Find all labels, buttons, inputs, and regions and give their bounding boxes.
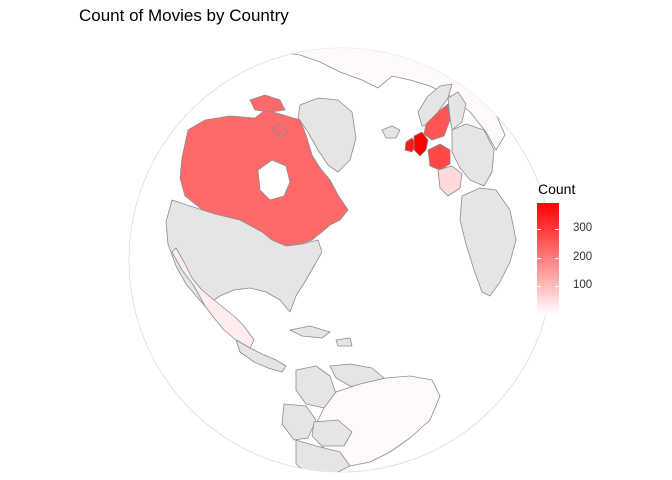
region-finland bbox=[447, 91, 467, 131]
legend-tick-mark bbox=[537, 258, 541, 259]
legend-title: Count bbox=[538, 181, 576, 197]
region-iceland bbox=[381, 125, 401, 139]
region-mexico bbox=[171, 247, 255, 349]
legend-tick-mark bbox=[537, 229, 541, 230]
region-arctic-islands-2 bbox=[271, 123, 289, 139]
legend-tick-label: 200 bbox=[573, 250, 593, 263]
legend-tick-mark bbox=[555, 258, 559, 259]
legend-tick-mark bbox=[555, 229, 559, 230]
legend-tick-label: 100 bbox=[573, 279, 593, 292]
region-cuba bbox=[289, 325, 331, 339]
region-europe-east bbox=[451, 123, 495, 187]
legend-tick-mark bbox=[555, 286, 559, 287]
region-caribbean bbox=[335, 337, 353, 347]
legend-colorbar bbox=[537, 203, 559, 315]
region-bolivia bbox=[311, 419, 353, 447]
region-greenland bbox=[297, 97, 357, 173]
region-peru bbox=[281, 403, 317, 441]
region-united-kingdom bbox=[413, 131, 429, 157]
region-france bbox=[427, 143, 451, 171]
region-arctic-islands bbox=[249, 94, 286, 113]
legend-tick-mark bbox=[537, 286, 541, 287]
chart-title: Count of Movies by Country bbox=[79, 6, 289, 25]
legend-tick-label: 300 bbox=[573, 221, 593, 234]
region-africa bbox=[459, 187, 517, 297]
region-central-america bbox=[235, 339, 287, 373]
region-spain bbox=[437, 165, 463, 197]
region-united-states bbox=[165, 199, 323, 313]
region-sweden bbox=[423, 103, 451, 141]
region-southern-cone bbox=[295, 439, 351, 472]
hudson-bay bbox=[257, 159, 291, 201]
